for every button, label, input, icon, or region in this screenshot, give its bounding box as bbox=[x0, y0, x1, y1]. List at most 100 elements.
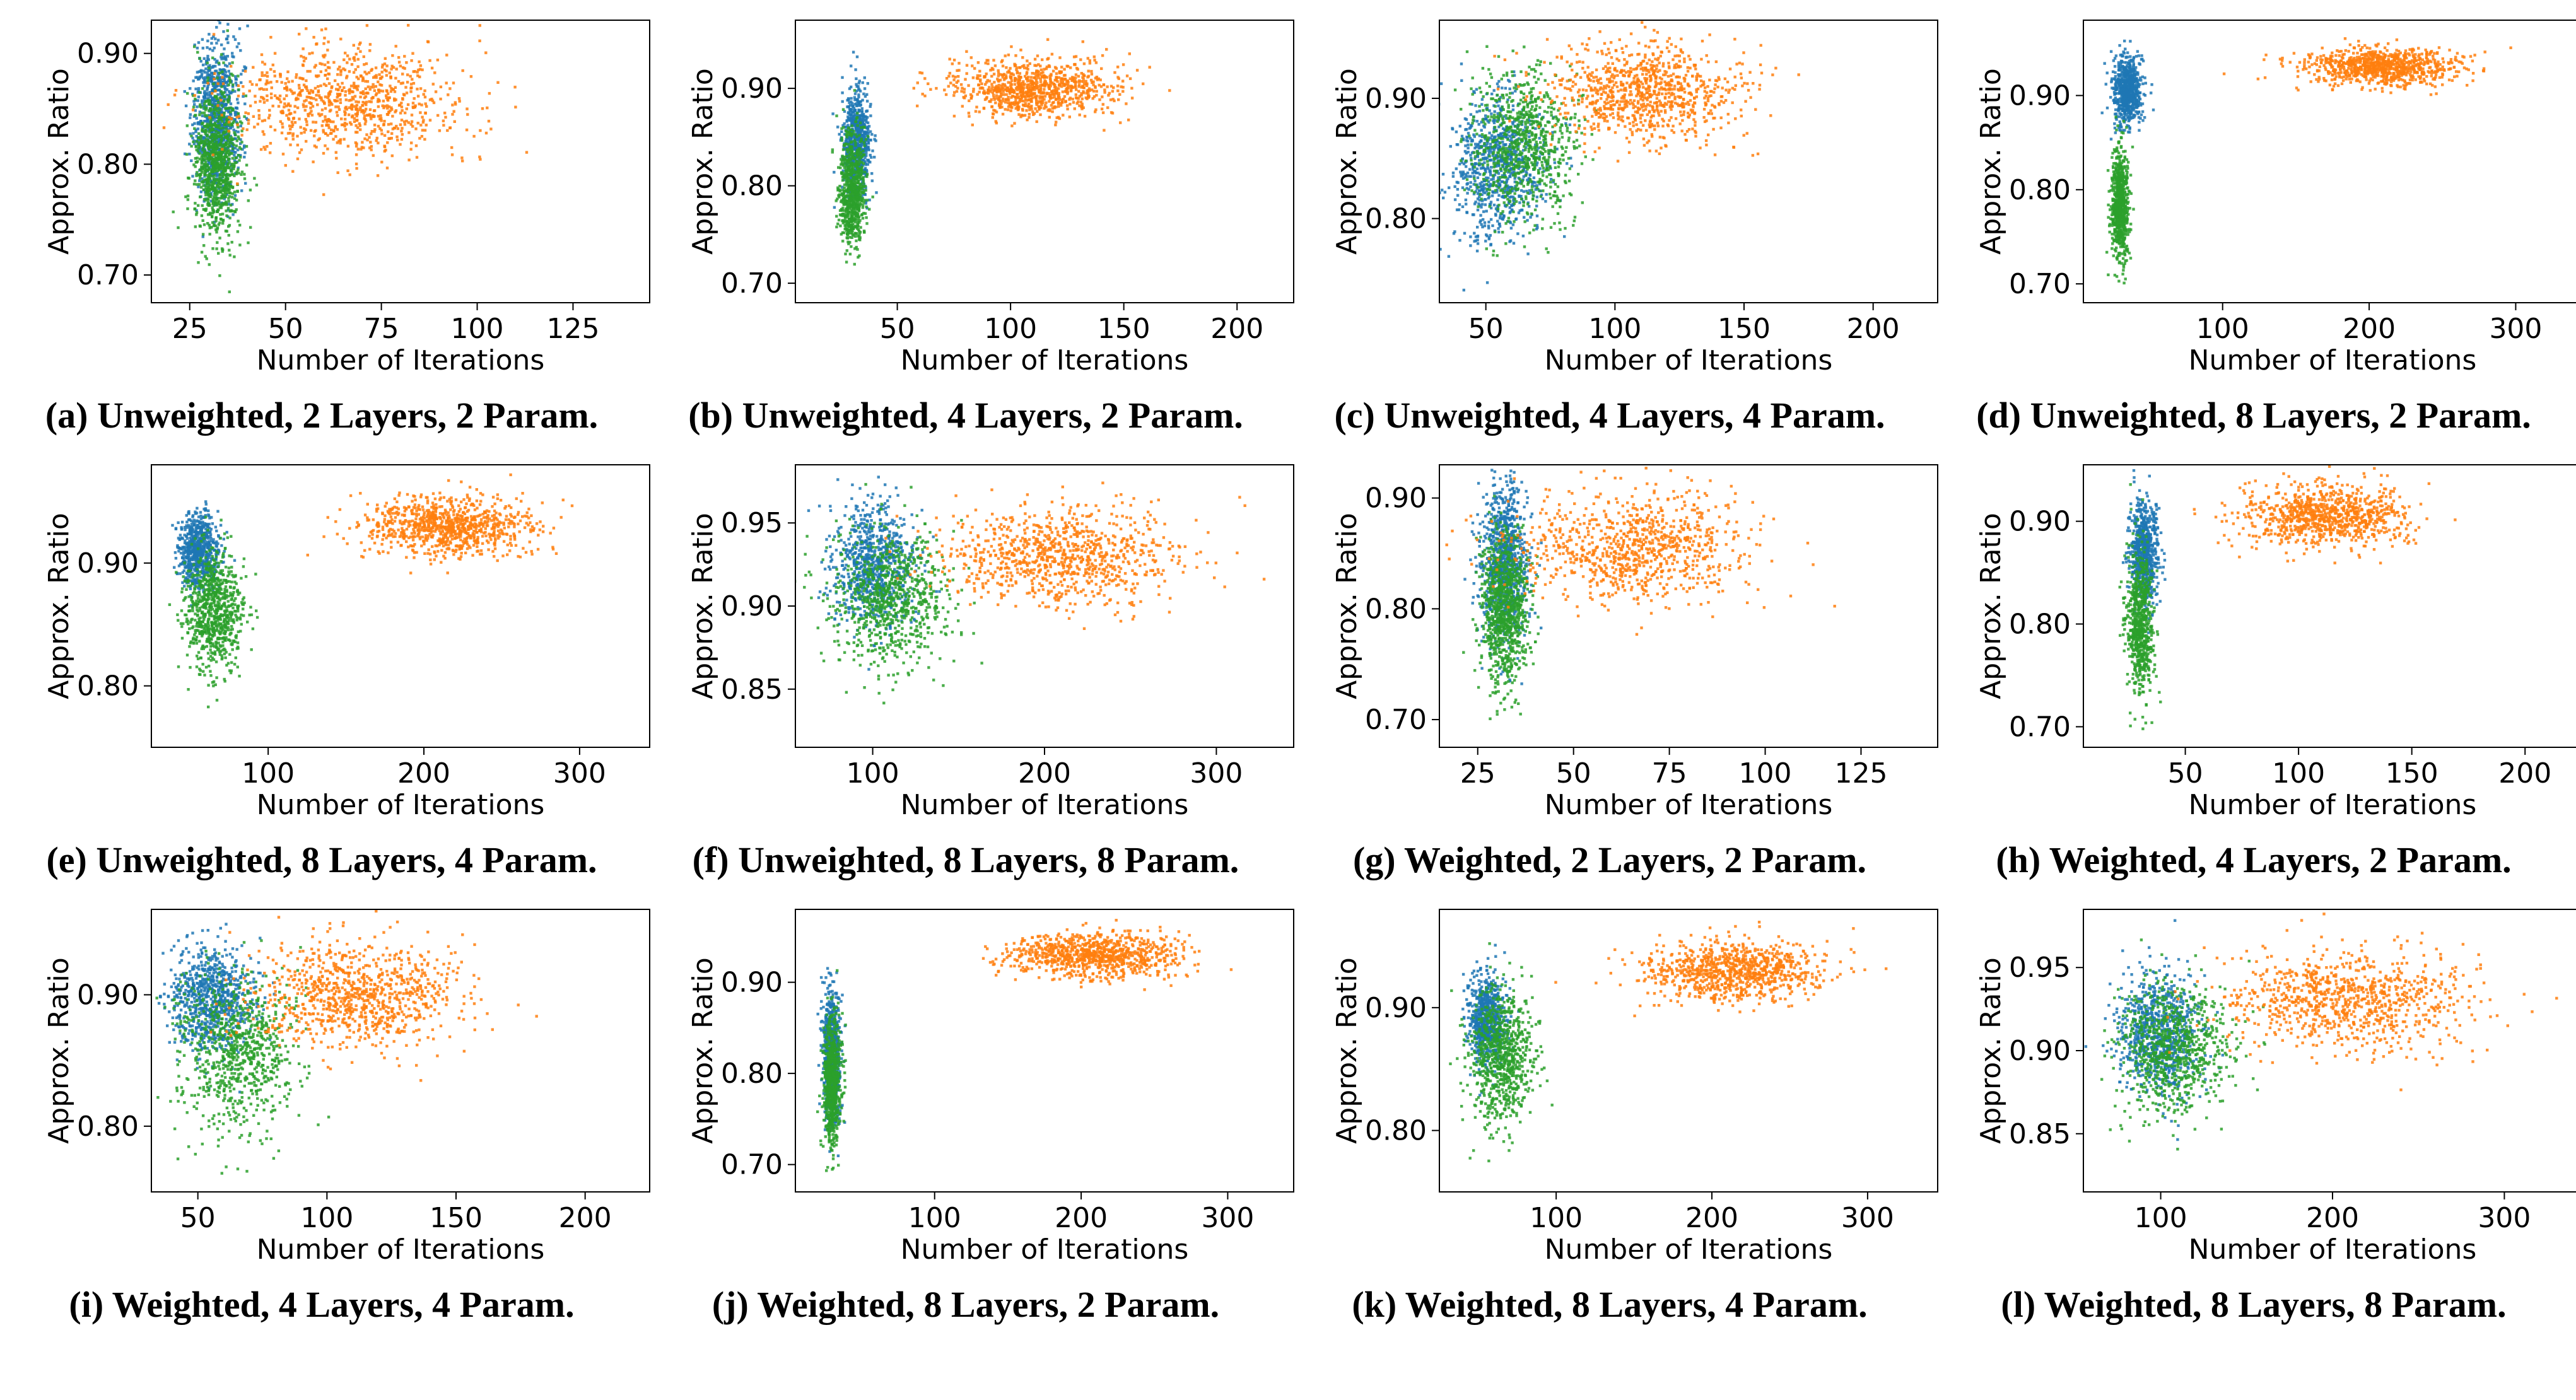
data-point bbox=[1009, 105, 1013, 109]
data-point bbox=[850, 181, 853, 184]
data-point bbox=[374, 93, 378, 96]
data-point bbox=[837, 166, 840, 169]
data-point bbox=[977, 83, 981, 86]
data-point bbox=[1027, 102, 1031, 105]
data-point bbox=[229, 102, 233, 105]
data-point bbox=[209, 166, 212, 170]
data-point bbox=[236, 123, 239, 127]
data-point bbox=[257, 114, 261, 117]
data-point bbox=[380, 132, 383, 136]
data-point bbox=[201, 63, 205, 67]
data-point bbox=[857, 181, 860, 185]
data-point bbox=[226, 35, 230, 38]
data-point bbox=[207, 152, 211, 156]
data-point bbox=[1026, 64, 1029, 67]
data-point bbox=[1062, 114, 1065, 117]
data-point bbox=[1001, 97, 1005, 100]
data-point bbox=[208, 91, 212, 94]
data-point bbox=[209, 164, 213, 167]
data-point bbox=[329, 132, 332, 135]
data-point bbox=[446, 129, 449, 132]
data-point bbox=[224, 166, 228, 169]
data-point bbox=[846, 189, 850, 192]
data-point bbox=[1031, 91, 1034, 95]
data-point bbox=[193, 44, 196, 47]
data-point bbox=[855, 135, 858, 138]
data-point bbox=[1029, 81, 1033, 85]
data-point bbox=[293, 105, 296, 108]
data-point bbox=[998, 95, 1001, 98]
data-point bbox=[269, 81, 272, 84]
data-point bbox=[245, 163, 249, 166]
data-point bbox=[1019, 93, 1022, 97]
data-point bbox=[457, 97, 461, 100]
data-point bbox=[1019, 115, 1022, 119]
data-point bbox=[228, 76, 231, 79]
data-point bbox=[303, 100, 306, 103]
data-point bbox=[336, 83, 339, 86]
data-point bbox=[399, 82, 403, 85]
data-point bbox=[228, 144, 231, 148]
data-point bbox=[395, 67, 398, 71]
data-point bbox=[833, 206, 836, 209]
data-point bbox=[223, 90, 227, 94]
data-point bbox=[221, 137, 224, 140]
data-point bbox=[298, 91, 302, 94]
data-point bbox=[399, 143, 402, 146]
data-point bbox=[198, 110, 202, 114]
data-point bbox=[233, 194, 237, 197]
data-point bbox=[174, 89, 178, 92]
data-point bbox=[1120, 85, 1123, 88]
data-point bbox=[291, 123, 295, 126]
data-point bbox=[195, 148, 198, 151]
data-point bbox=[173, 93, 177, 96]
data-point bbox=[197, 121, 200, 124]
data-point bbox=[853, 262, 856, 266]
data-point bbox=[235, 199, 238, 202]
data-point bbox=[1016, 108, 1020, 112]
data-point bbox=[847, 154, 851, 158]
data-point bbox=[1017, 113, 1021, 116]
data-point bbox=[285, 104, 288, 108]
data-point bbox=[346, 61, 349, 64]
data-point bbox=[997, 98, 1000, 102]
data-point bbox=[348, 57, 351, 61]
data-point bbox=[335, 88, 338, 91]
data-point bbox=[1026, 79, 1029, 83]
data-point bbox=[1087, 95, 1091, 98]
data-point bbox=[1053, 88, 1057, 92]
data-point bbox=[216, 178, 220, 182]
data-point bbox=[320, 62, 324, 66]
data-point bbox=[190, 144, 193, 148]
data-point bbox=[366, 114, 370, 117]
data-point bbox=[208, 161, 211, 165]
data-point bbox=[447, 93, 450, 96]
data-point bbox=[235, 161, 238, 164]
data-point bbox=[233, 146, 237, 150]
data-point bbox=[1000, 102, 1003, 105]
data-point bbox=[405, 119, 408, 123]
data-point bbox=[850, 64, 853, 67]
data-point bbox=[272, 70, 276, 73]
data-point bbox=[865, 216, 868, 219]
data-point bbox=[206, 192, 209, 195]
data-point bbox=[969, 96, 973, 100]
data-point bbox=[196, 50, 199, 54]
data-point bbox=[1094, 110, 1097, 114]
data-point bbox=[198, 224, 202, 228]
data-point bbox=[845, 155, 848, 158]
data-point bbox=[409, 123, 413, 126]
data-point bbox=[987, 91, 990, 95]
data-point bbox=[852, 130, 855, 133]
data-point bbox=[208, 175, 211, 178]
data-point bbox=[320, 96, 323, 100]
data-point bbox=[283, 105, 286, 108]
data-point bbox=[219, 177, 222, 181]
data-point bbox=[1004, 88, 1007, 91]
data-point bbox=[356, 65, 360, 68]
data-point bbox=[192, 132, 195, 135]
data-point bbox=[389, 90, 393, 93]
data-point bbox=[1094, 86, 1097, 89]
data-point bbox=[305, 139, 308, 143]
